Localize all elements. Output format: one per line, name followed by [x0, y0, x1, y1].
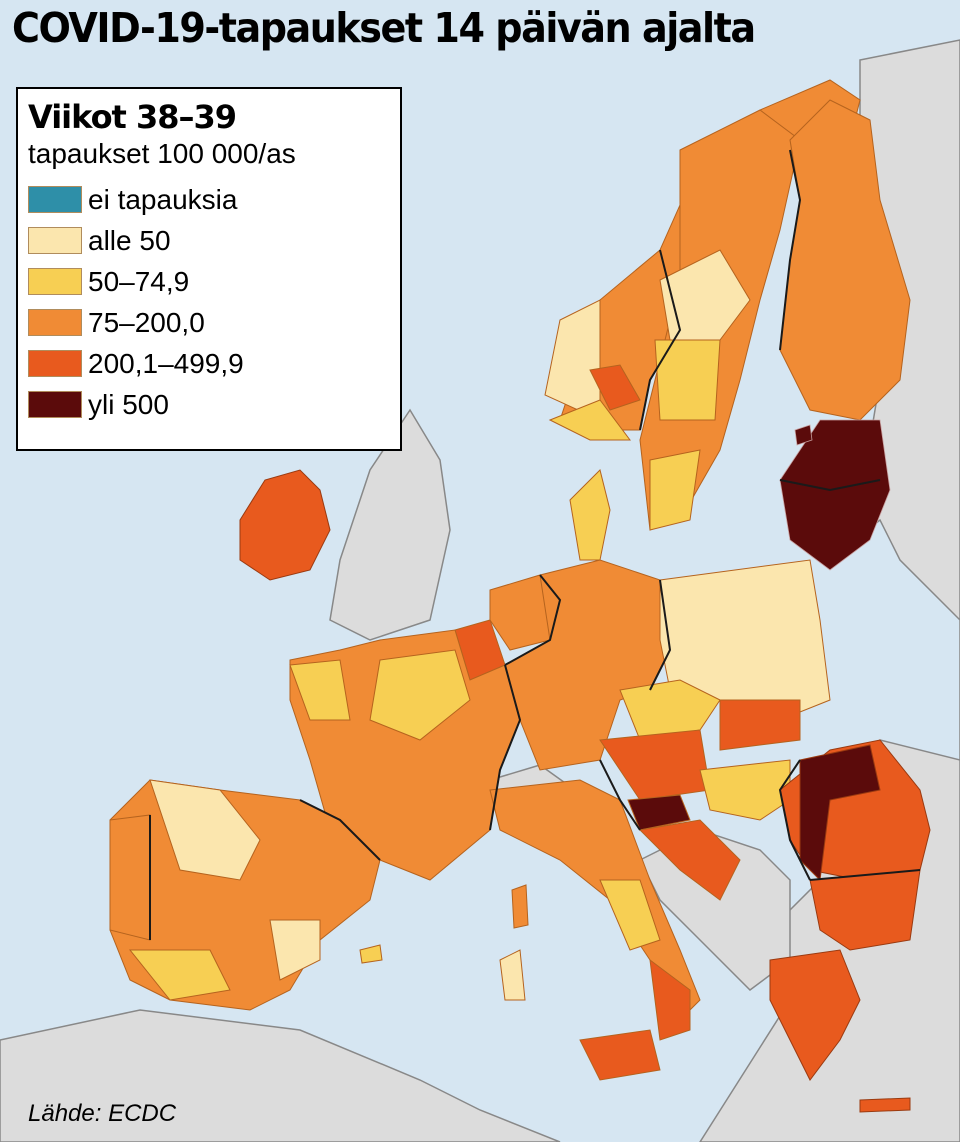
legend-swatch	[28, 309, 82, 336]
region-denmark	[569, 469, 611, 561]
legend-item-no-cases: ei tapauksia	[28, 179, 390, 220]
region-iberia	[109, 779, 383, 1011]
legend-swatch	[28, 227, 82, 254]
legend-label: 200,1–499,9	[88, 347, 244, 379]
region-southeast-europe	[769, 739, 931, 1113]
national-borders	[149, 149, 921, 940]
legend-subheading: tapaukset 100 000/as	[28, 138, 296, 169]
legend-label: alle 50	[88, 224, 171, 256]
map-title: COVID-19-tapaukset 14 päivän ajalta	[12, 4, 756, 52]
legend-label: ei tapauksia	[88, 183, 238, 215]
legend-label: yli 500	[88, 388, 169, 420]
legend-item-50-74: 50–74,9	[28, 261, 390, 302]
source-credit: Lähde: ECDC	[28, 1100, 177, 1127]
legend-heading: Viikot 38–39	[28, 98, 237, 136]
legend-swatch	[28, 350, 82, 377]
legend-items: ei tapauksia alle 50 50–74,9 75–200,0 20…	[28, 179, 390, 425]
legend-swatch	[28, 391, 82, 418]
legend-item-200-499: 200,1–499,9	[28, 343, 390, 384]
map-legend: Viikot 38–39 tapaukset 100 000/as ei tap…	[16, 87, 402, 451]
region-western-europe	[289, 559, 701, 1081]
legend-item-over-500: yli 500	[28, 384, 390, 425]
legend-swatch	[28, 268, 82, 295]
region-ireland	[239, 469, 331, 581]
legend-item-75-200: 75–200,0	[28, 302, 390, 343]
legend-label: 50–74,9	[88, 265, 190, 297]
region-baltics	[779, 419, 891, 571]
region-central-europe	[599, 559, 831, 901]
legend-label: 75–200,0	[88, 306, 205, 338]
legend-swatch	[28, 186, 82, 213]
legend-item-under-50: alle 50	[28, 220, 390, 261]
